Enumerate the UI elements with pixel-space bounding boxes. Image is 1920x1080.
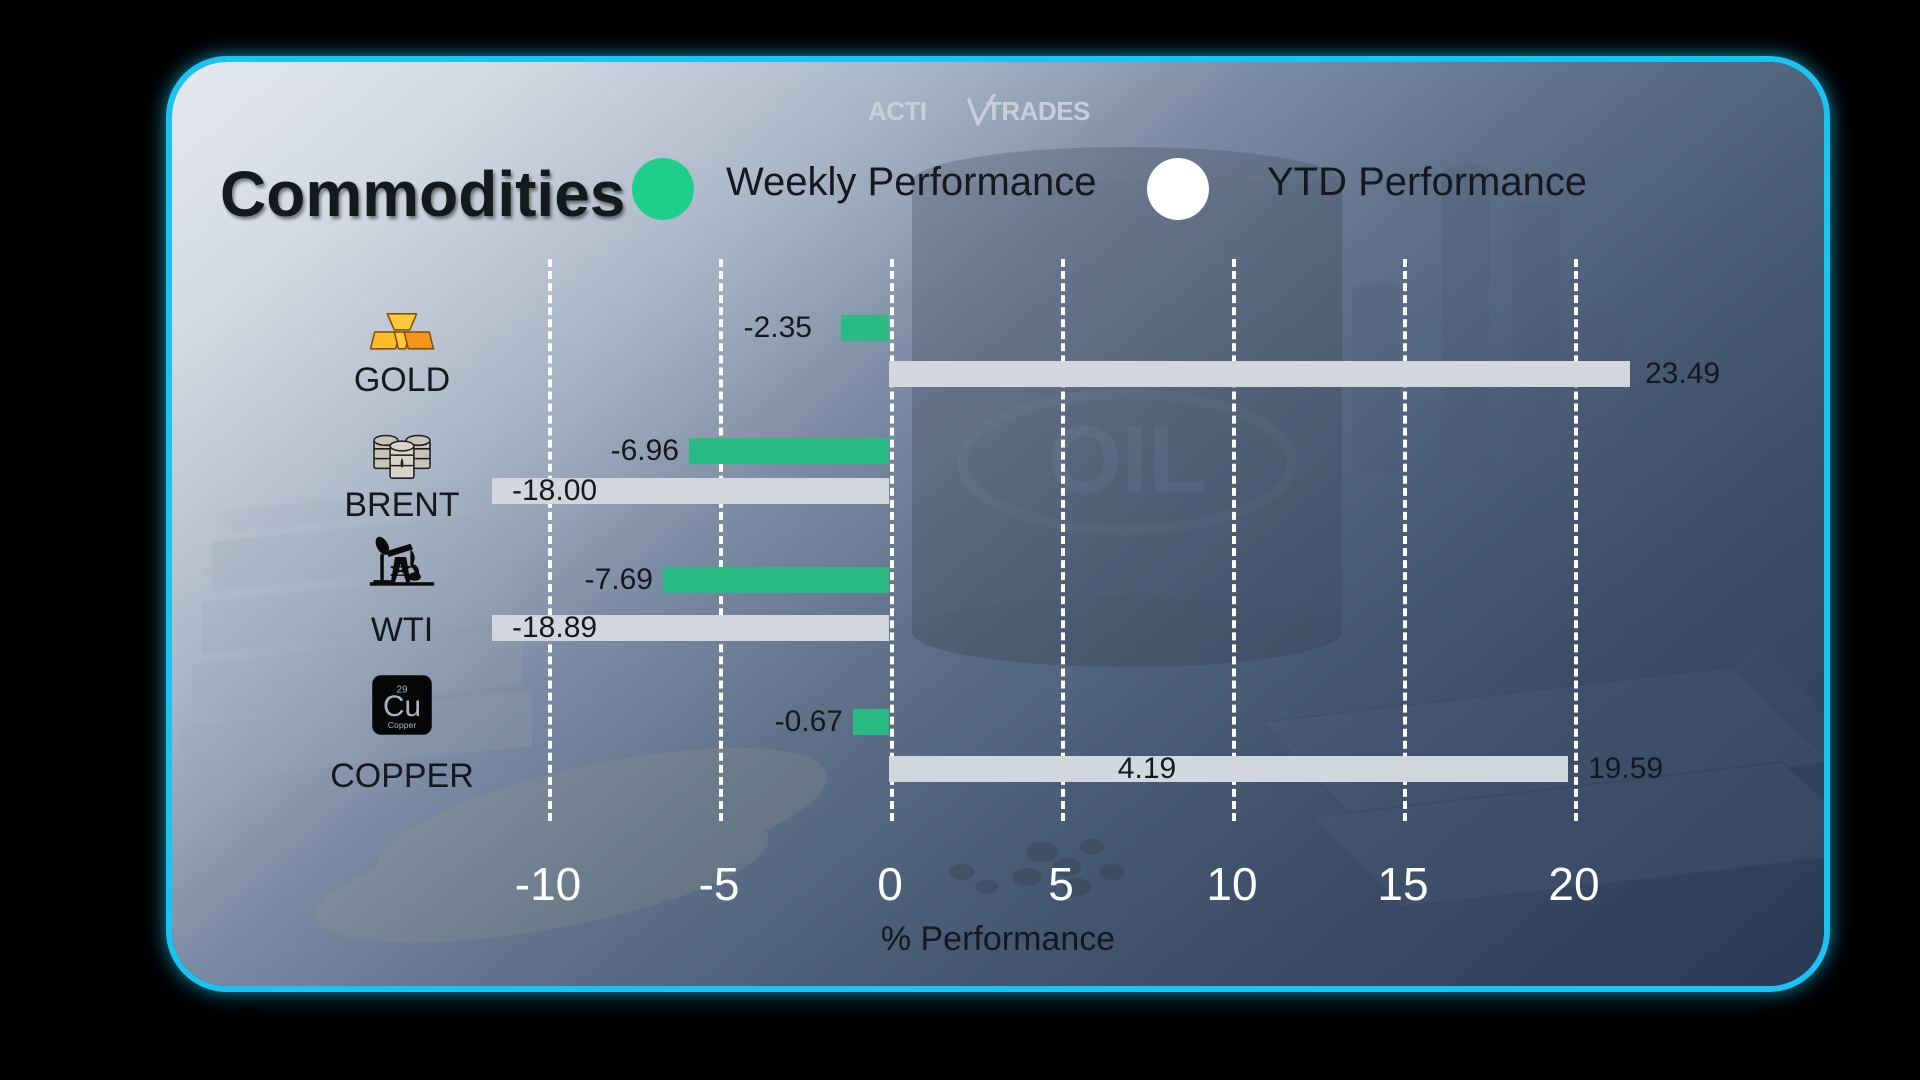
svg-text:Cu: Cu	[383, 690, 421, 723]
svg-text:TRADES: TRADES	[986, 96, 1090, 126]
svg-text:ACTI: ACTI	[868, 96, 927, 126]
svg-text:Copper: Copper	[388, 720, 417, 730]
